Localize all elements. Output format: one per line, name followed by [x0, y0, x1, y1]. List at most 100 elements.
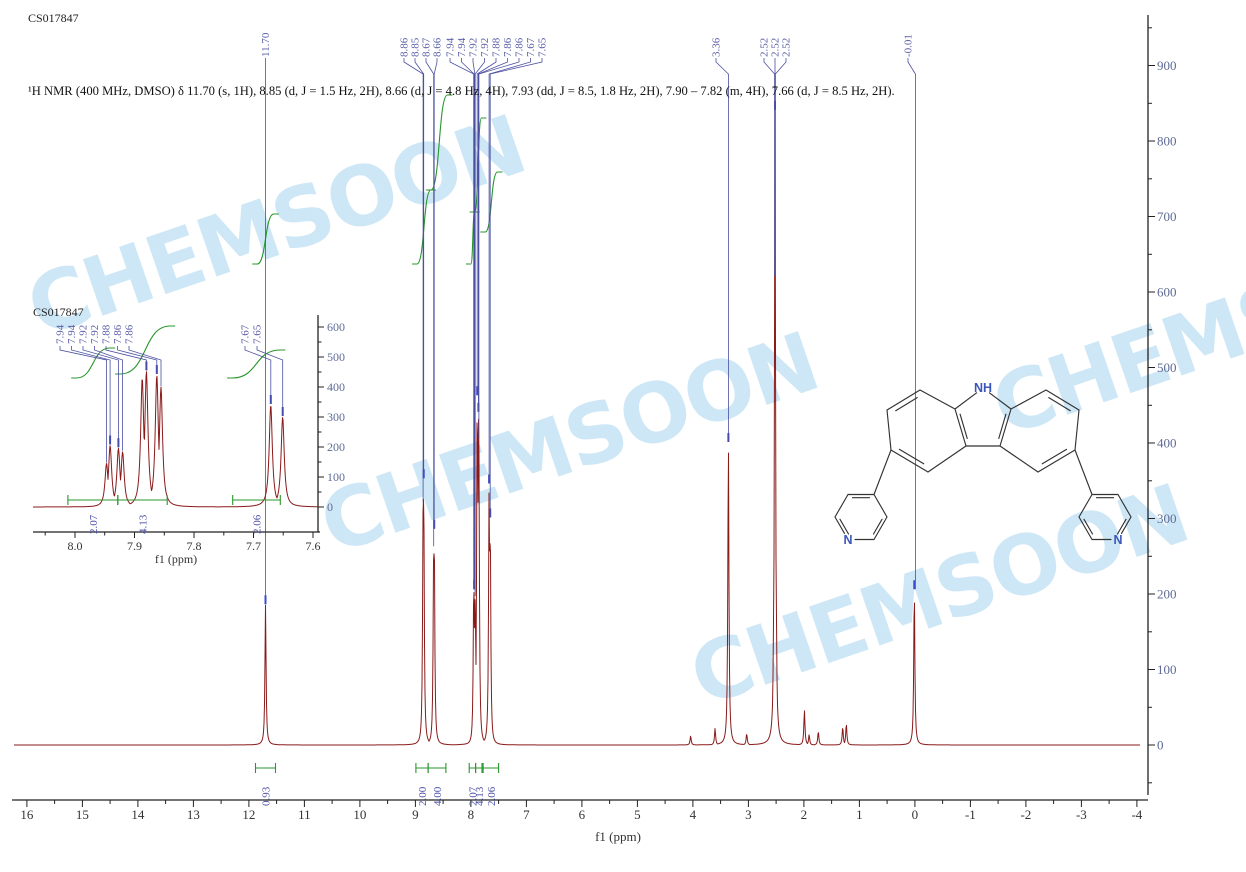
peak-label-connector	[461, 58, 475, 590]
x-tick-label: 8	[468, 807, 475, 822]
x-tick-label: 7	[523, 807, 530, 822]
inset-y-tick-label: 300	[327, 410, 345, 424]
peak-shift-label: 2.52	[759, 38, 771, 57]
x-tick-label: 2	[801, 807, 808, 822]
peak-label-connector	[715, 58, 729, 442]
integral-curve	[71, 347, 116, 379]
peak-label-connector	[256, 346, 284, 416]
peak-label-connector	[907, 58, 916, 590]
integral-value: 0.93	[261, 786, 273, 806]
integral-value: 4.13	[138, 514, 150, 534]
peak-shift-label: 7.86	[502, 37, 514, 57]
y-tick-label: 0	[1157, 738, 1164, 753]
y-tick-label: 900	[1157, 58, 1177, 73]
peak-label-connector	[128, 346, 162, 386]
integral-bracket	[117, 495, 168, 505]
peak-label-connector	[403, 58, 424, 503]
main-peak-labels: 11.70 8.86 8.85 8.67 8.66 7.94 7.94 7.92 7.92 7.8…	[260, 32, 916, 605]
y-tick-label: 100	[1157, 662, 1177, 677]
peak-shift-label: -0.01	[903, 34, 915, 57]
sample-id: CS017847	[28, 11, 79, 25]
inset-y-tick-label: 200	[327, 440, 345, 454]
peak-label-connector	[117, 346, 158, 374]
x-tick-label: 4	[690, 807, 697, 822]
peak-shift-label: 7.67	[240, 324, 252, 344]
peak-label-connector	[59, 346, 107, 463]
y-tick-label: 300	[1157, 511, 1177, 526]
peak-shift-label: 7.88	[101, 324, 113, 344]
inset-x-tick-label: 7.6	[306, 539, 321, 553]
peak-label-connector	[775, 58, 787, 276]
peak-label-connector	[425, 58, 435, 547]
watermark-text: CHEMSOON	[981, 197, 1246, 455]
y-tick-label: 200	[1157, 587, 1177, 602]
x-tick-label: 16	[20, 807, 34, 822]
watermark-text: CHEMSOON	[16, 98, 536, 356]
y-tick-label: 800	[1157, 134, 1177, 149]
peak-shift-label: 7.92	[89, 325, 101, 344]
x-tick-label: 14	[131, 807, 145, 822]
inset-y-tick-label: 100	[327, 470, 345, 484]
peak-shift-label: 7.65	[252, 324, 264, 344]
integral-curve	[115, 325, 176, 375]
integral-curve	[425, 94, 453, 191]
x-tick-label: 9	[412, 807, 419, 822]
inset-y-tick-label: 0	[327, 500, 333, 514]
integral-value: 2.07	[88, 514, 100, 534]
peak-shift-label: 2.52	[770, 38, 782, 57]
molecule-nh-label: NH	[974, 381, 992, 395]
integral-bracket	[415, 763, 429, 773]
peak-shift-label: 7.86	[124, 324, 136, 344]
inset-x-tick-label: 7.7	[246, 539, 261, 553]
integral-bracket	[427, 763, 447, 773]
peak-shift-label: 2.52	[781, 38, 793, 57]
x-tick-label: 15	[76, 807, 89, 822]
x-tick-label: 0	[912, 807, 919, 822]
peak-shift-label: 7.92	[468, 38, 480, 57]
watermark-text: CHEMSOON	[679, 467, 1199, 725]
inset-y-tick-label: 400	[327, 380, 345, 394]
molecule-structure: NH N N	[834, 381, 1132, 547]
peak-shift-label: 7.94	[456, 37, 468, 57]
integral-bracket	[475, 763, 483, 773]
peak-shift-label: 3.36	[711, 37, 723, 57]
x-tick-label: -2	[1020, 807, 1031, 822]
peak-label-connector	[476, 58, 497, 396]
inset-y-tick-label: 600	[327, 320, 345, 334]
x-tick-label: 13	[187, 807, 200, 822]
inset-x-tick-label: 7.9	[127, 539, 142, 553]
main-axes: 16 15 14 13 12 11 10 9 8 7 6 5 4 3 2 1 0 -1 -2 -3 -490080070…	[12, 15, 1177, 822]
peak-shift-label: 7.88	[491, 37, 503, 57]
integral-value: 2.00	[417, 786, 429, 806]
x-tick-label: -3	[1076, 807, 1087, 822]
x-tick-label: 12	[242, 807, 255, 822]
integral-value: 4.13	[474, 786, 486, 806]
x-tick-label: 6	[579, 807, 586, 822]
x-tick-label: -4	[1131, 807, 1142, 822]
nmr-assignment-caption: ¹H NMR (400 MHz, DMSO) δ 11.70 (s, 1H), …	[28, 84, 895, 98]
main-integrals: 0.93 2.00 4.00 2.074.13 2.06	[252, 94, 503, 806]
integral-value: 4.00	[432, 786, 444, 806]
inset-sample-id: CS017847	[33, 305, 84, 319]
integral-curve	[465, 211, 480, 265]
integral-bracket	[468, 763, 477, 773]
x-tick-label: 5	[634, 807, 641, 822]
molecule-pyridine-n-label: N	[843, 533, 852, 547]
x-tick-label: 11	[298, 807, 311, 822]
x-tick-label: 3	[745, 807, 752, 822]
integral-bracket	[67, 495, 119, 505]
peak-shift-label: 7.92	[479, 38, 491, 57]
peak-label-connector	[414, 58, 425, 479]
peak-shift-label: 8.66	[432, 37, 444, 57]
peak-label-connector	[94, 346, 123, 451]
molecule-pyridine-n-label: N	[1113, 533, 1122, 547]
integral-value: 2.07	[467, 786, 479, 806]
y-tick-label: 700	[1157, 209, 1177, 224]
x-tick-label: -1	[965, 807, 976, 822]
peak-shift-label: 8.85	[410, 37, 422, 57]
molecule-bonds	[834, 389, 1132, 541]
peak-label-connector	[474, 58, 485, 596]
